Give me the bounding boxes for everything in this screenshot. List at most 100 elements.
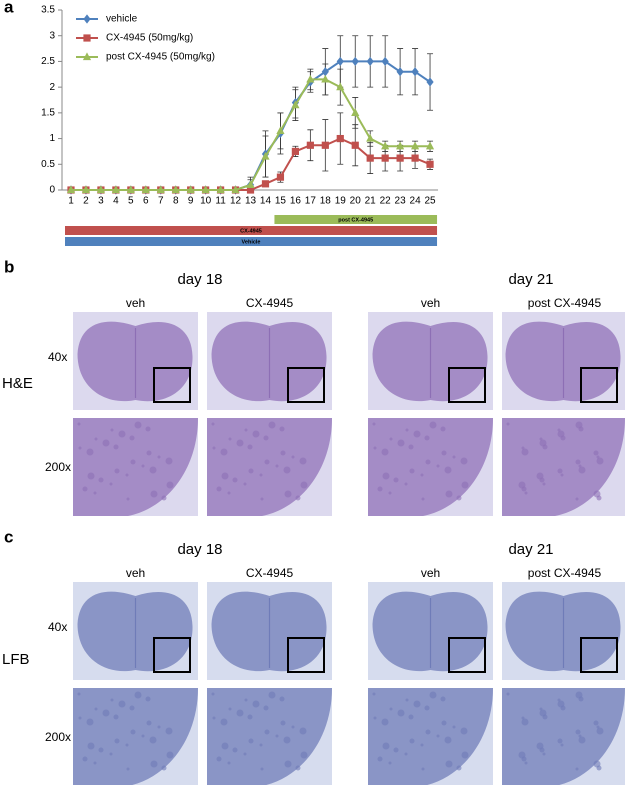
x-tick-label: 2 (83, 196, 89, 207)
tissue-detail (524, 491, 528, 495)
tissue-detail (129, 705, 135, 711)
marker (381, 154, 389, 162)
tissue-detail (126, 497, 130, 501)
tissue-detail (228, 707, 232, 711)
tissue-detail (275, 734, 279, 738)
x-tick-label: 5 (128, 196, 134, 207)
treatment-label: post CX-4945 (338, 217, 373, 223)
tissue-detail (118, 700, 126, 708)
tissue-detail (557, 428, 561, 432)
tissue-detail (113, 444, 119, 450)
tissue-detail (408, 444, 414, 450)
tissue-detail (283, 466, 291, 474)
tissue-detail (389, 707, 393, 711)
tissue-detail (425, 729, 431, 735)
marker (66, 185, 76, 194)
tissue-detail (94, 707, 98, 711)
marker (261, 180, 270, 188)
x-tick-label: 7 (158, 196, 164, 207)
tissue-detail (536, 742, 544, 750)
marker (83, 14, 91, 24)
tissue-detail (211, 692, 215, 696)
marker (246, 180, 255, 188)
treatment-label: CX-4945 (240, 228, 262, 234)
x-tick-label: 13 (245, 196, 257, 207)
treatment-bar (65, 237, 438, 246)
micrograph-40x (207, 312, 332, 410)
tissue-detail (373, 716, 377, 720)
tissue-detail (596, 455, 600, 459)
marker (141, 185, 150, 194)
tissue-detail (295, 765, 301, 771)
tissue-detail (452, 725, 456, 729)
tissue-detail (102, 709, 110, 717)
tissue-detail (165, 457, 173, 465)
tissue-detail (268, 421, 276, 429)
tissue-detail (264, 459, 270, 465)
marker (425, 141, 435, 150)
micrograph-200x (73, 688, 198, 785)
tissue-detail (149, 466, 157, 474)
zoom-box (580, 367, 618, 403)
panel-label: a (4, 0, 14, 16)
y-tick-label: 2 (49, 82, 55, 93)
marker (396, 141, 405, 150)
marker (410, 141, 420, 150)
tissue-detail (596, 725, 600, 729)
marker (426, 77, 434, 87)
tissue-detail (280, 720, 286, 726)
tissue-detail (263, 705, 269, 711)
treatment-bar (65, 226, 438, 235)
tissue-detail (436, 734, 440, 738)
tissue-detail (145, 696, 151, 702)
zoom-box (580, 637, 618, 673)
tissue-detail (82, 486, 88, 492)
tissue-detail (440, 696, 446, 702)
marker (82, 52, 92, 61)
tissue-detail (393, 747, 399, 753)
tissue-detail (87, 742, 95, 750)
tissue-detail (232, 477, 238, 483)
tissue-detail (299, 727, 307, 735)
tissue-detail (166, 751, 174, 759)
x-tick-label: 10 (200, 196, 212, 207)
series-line (71, 78, 431, 191)
tissue-detail (445, 490, 453, 498)
zoom-box (448, 367, 486, 403)
tissue-detail (232, 747, 238, 753)
tissue-detail (299, 457, 307, 465)
tissue-detail (109, 752, 113, 756)
tissue-detail (77, 692, 81, 696)
tissue-detail (259, 473, 263, 477)
tissue-detail (93, 761, 97, 765)
tissue-detail (560, 473, 564, 477)
tissue-detail (382, 472, 390, 480)
treatment-label: Vehicle (242, 239, 261, 245)
marker (336, 82, 345, 91)
tissue-detail (518, 751, 526, 759)
tissue-detail (300, 481, 308, 489)
tissue-detail (445, 760, 453, 768)
marker (201, 185, 210, 194)
column-label: veh (421, 566, 440, 580)
tissue-detail (557, 698, 561, 702)
tissue-detail (557, 738, 563, 744)
panel-label: b (4, 257, 14, 276)
tissue-detail (389, 437, 393, 441)
tissue-detail (130, 729, 136, 735)
tissue-detail (444, 736, 452, 744)
marker (96, 185, 106, 194)
tissue-detail (377, 756, 383, 762)
tissue-detail (557, 430, 565, 438)
tissue-detail (539, 437, 543, 441)
micrograph-40x (368, 582, 493, 680)
tissue-detail (149, 736, 157, 744)
tissue-detail (461, 481, 469, 489)
tissue-detail (539, 709, 547, 717)
tissue-detail (436, 464, 440, 468)
stain-label: H&E (2, 375, 33, 392)
tissue-detail (291, 725, 295, 729)
column-label: post CX-4945 (528, 296, 602, 310)
marker (81, 185, 91, 194)
